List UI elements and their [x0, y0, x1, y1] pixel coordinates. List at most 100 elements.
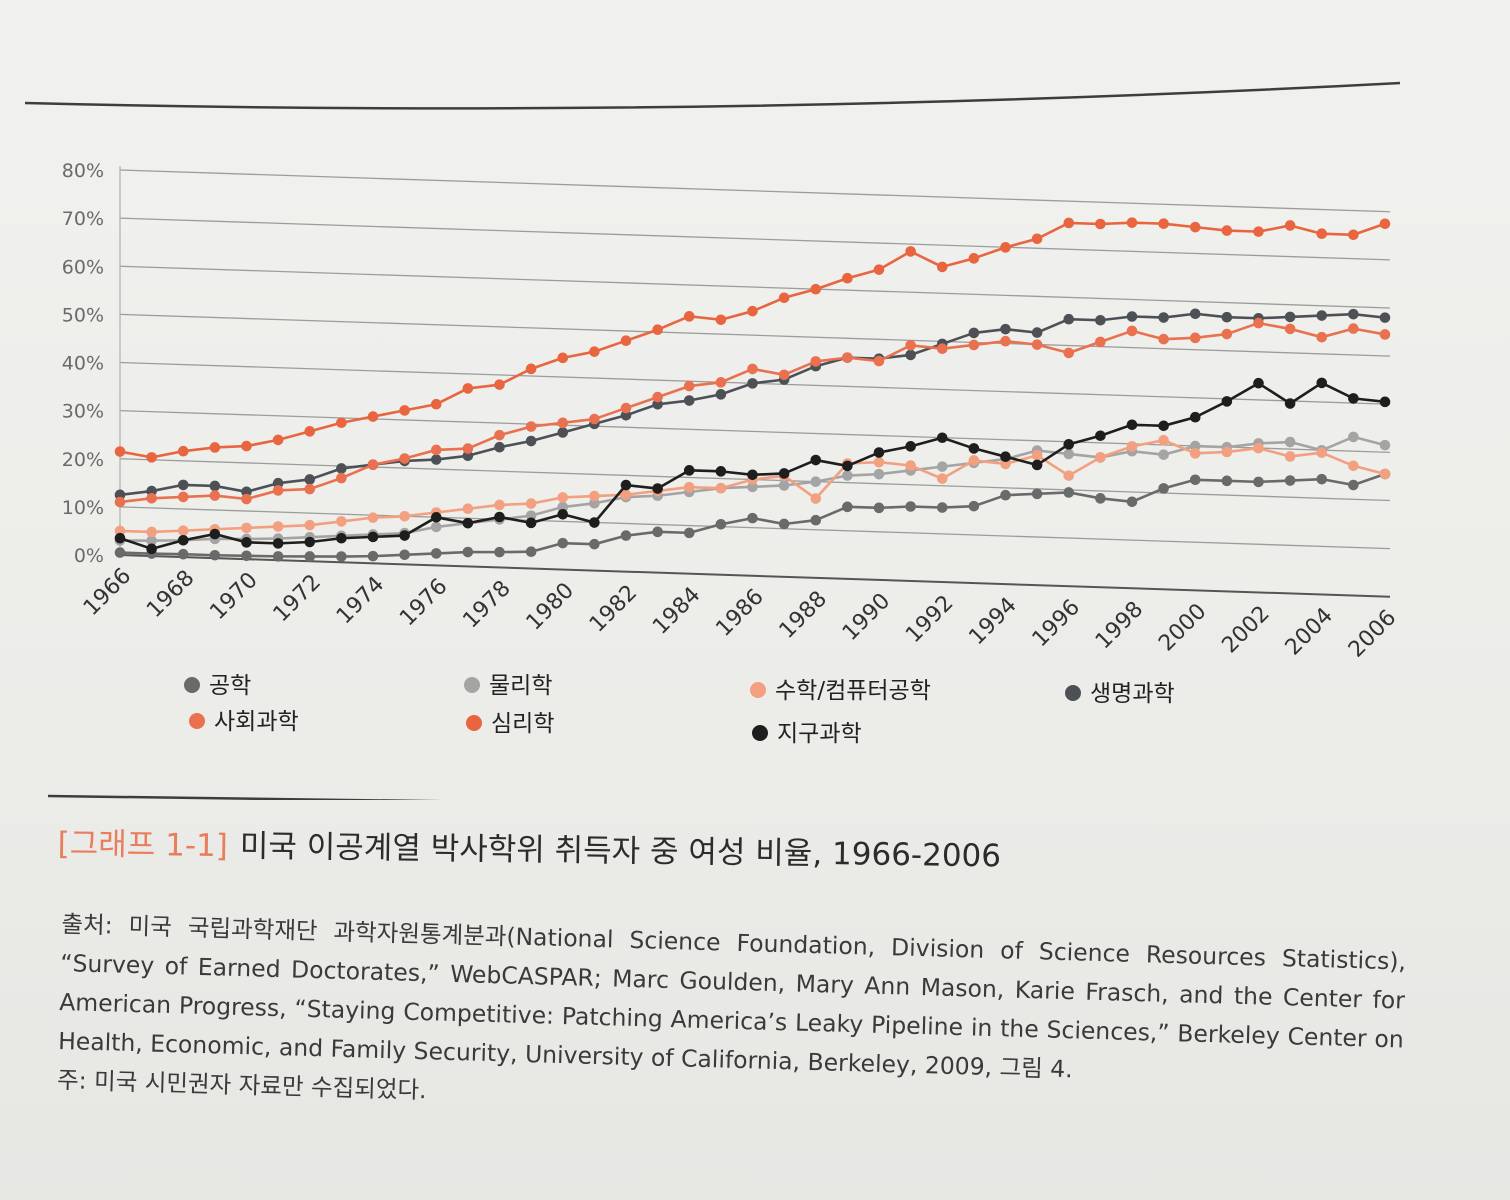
data-point [905, 501, 916, 512]
data-point [589, 346, 600, 357]
x-tick-label: 2000 [1154, 599, 1211, 656]
data-point [336, 417, 347, 429]
data-point [1031, 339, 1043, 350]
data-point [462, 383, 474, 394]
data-point [1284, 323, 1296, 335]
legend-item: 지구과학 [752, 721, 862, 747]
y-tick-label: 50% [62, 304, 104, 326]
data-point [209, 549, 221, 561]
data-point [1284, 475, 1296, 486]
x-tick-label: 1990 [838, 589, 895, 646]
data-point [968, 455, 980, 466]
x-tick-label: 1972 [269, 570, 326, 627]
data-point [1063, 313, 1075, 325]
data-point [146, 452, 157, 463]
data-point [1284, 220, 1296, 231]
data-point [652, 483, 663, 494]
data-point [652, 526, 663, 538]
line-chart: 0%10%20%30%40%50%60%70%80% 1966 1968 1970 1… [24, 81, 1401, 800]
data-point [399, 530, 410, 541]
data-point [842, 352, 853, 363]
data-point [1126, 217, 1138, 228]
data-point [1189, 221, 1201, 233]
data-point [1316, 473, 1328, 485]
data-point [241, 440, 252, 452]
data-point [1284, 451, 1296, 462]
data-point [304, 536, 316, 548]
data-point [683, 311, 695, 322]
data-point [367, 550, 379, 562]
data-point [1348, 431, 1359, 443]
data-point [177, 525, 189, 536]
data-point [1095, 452, 1106, 463]
data-point [1221, 328, 1233, 340]
data-point [177, 445, 189, 457]
data-point [1126, 496, 1138, 508]
data-point [620, 530, 632, 541]
data-point [525, 498, 537, 509]
caption-top-rule [47, 794, 443, 800]
data-point [399, 405, 410, 416]
data-point [367, 459, 379, 470]
data-point [1095, 314, 1106, 326]
data-point [146, 526, 157, 538]
gridline [119, 554, 1391, 598]
data-point [683, 395, 695, 406]
data-point [1095, 336, 1106, 348]
data-point [1158, 483, 1169, 494]
data-point [1348, 229, 1359, 241]
legend-swatch [752, 725, 768, 741]
data-point [1031, 488, 1043, 500]
data-point [905, 246, 916, 257]
data-point [810, 493, 822, 504]
x-tick-label: 1988 [775, 587, 832, 644]
data-point [430, 512, 442, 523]
data-point [1379, 312, 1391, 323]
data-point [114, 547, 126, 558]
data-point [1348, 323, 1359, 334]
data-point [1253, 226, 1264, 237]
legend-swatch [1065, 685, 1081, 701]
y-tick-label: 60% [62, 256, 104, 278]
data-point [1348, 460, 1359, 472]
data-point [715, 482, 727, 494]
data-point [1158, 434, 1169, 446]
y-tick-label: 40% [62, 353, 104, 375]
data-point [1348, 308, 1359, 320]
data-point [336, 463, 347, 474]
source-note: 출처: 미국 국립과학재단 과학자원통계분과(National Science … [57, 905, 1407, 1137]
data-point [336, 532, 347, 544]
data-point [336, 551, 347, 562]
data-point [778, 480, 790, 491]
data-point [114, 446, 126, 457]
legend-label: 물리학 [489, 673, 552, 699]
data-point [114, 496, 126, 508]
data-point [652, 391, 663, 403]
data-point [336, 516, 347, 527]
legend-label: 지구과학 [777, 721, 862, 747]
data-point [873, 502, 885, 514]
data-point [936, 461, 948, 472]
data-point [1253, 442, 1264, 454]
data-point [272, 485, 284, 496]
data-point [272, 538, 284, 549]
data-point [778, 292, 790, 304]
data-point [1189, 411, 1201, 423]
data-point [1316, 377, 1328, 389]
data-point [462, 546, 474, 558]
x-tick-label: 1992 [901, 591, 958, 648]
data-point [209, 528, 221, 540]
data-point [1031, 450, 1043, 461]
data-point [620, 402, 632, 414]
data-point [399, 453, 410, 464]
data-point [272, 521, 284, 532]
data-point [557, 492, 569, 503]
data-point [1000, 489, 1011, 501]
data-point [272, 434, 284, 446]
data-point [936, 432, 948, 444]
data-point [494, 499, 505, 511]
data-point [1253, 377, 1264, 389]
data-point [462, 503, 474, 515]
data-point [1284, 311, 1296, 323]
data-point [1063, 487, 1075, 498]
